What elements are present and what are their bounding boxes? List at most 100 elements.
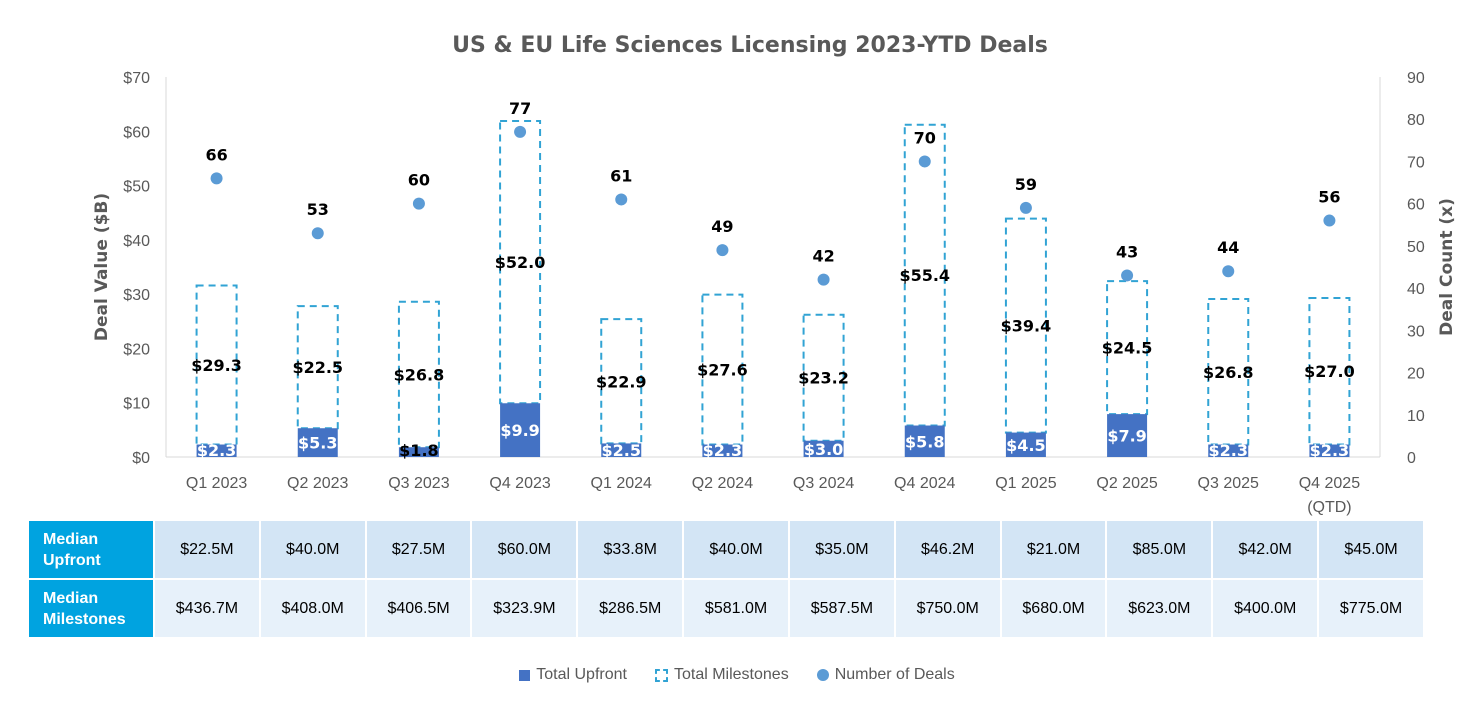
legend-label-milestones: Total Milestones bbox=[673, 666, 789, 683]
table-cell: $750.0M bbox=[895, 580, 1000, 637]
table-cell: $85.0M bbox=[1107, 521, 1212, 578]
deals-data-label: 44 bbox=[1217, 238, 1239, 257]
upfront-bar bbox=[1005, 432, 1046, 457]
table-row-header: Median Milestones bbox=[29, 580, 153, 637]
x-tick-label: Q4 2023 bbox=[489, 475, 550, 492]
y-tick-label: $10 bbox=[123, 396, 150, 413]
table-row-header: Median Upfront bbox=[29, 521, 153, 578]
table-cell: $40.0M bbox=[260, 521, 365, 578]
y-tick-label: $30 bbox=[123, 287, 150, 304]
upfront-bar bbox=[904, 425, 945, 457]
x-tick-label: Q4 2025 bbox=[1299, 475, 1360, 492]
table-cell: $42.0M bbox=[1213, 521, 1318, 578]
y2-tick-label: 10 bbox=[1407, 408, 1425, 425]
deals-dot bbox=[817, 273, 830, 286]
y-axis-title: Deal Value ($B) bbox=[92, 193, 112, 341]
upfront-data-label: $4.5 bbox=[1006, 436, 1045, 455]
x-tick-sublabel: (QTD) bbox=[1307, 499, 1351, 516]
x-tick-label: Q1 2023 bbox=[186, 475, 247, 492]
deals-data-label: 53 bbox=[307, 200, 329, 219]
upfront-data-label: $3.0 bbox=[804, 440, 843, 459]
y-tick-label: $0 bbox=[132, 450, 150, 467]
y2-tick-label: 30 bbox=[1407, 323, 1425, 340]
upfront-data-label: $2.3 bbox=[703, 441, 742, 460]
upfront-data-label: $2.3 bbox=[1310, 441, 1349, 460]
deals-data-label: 60 bbox=[408, 171, 430, 190]
row-header-line: Median bbox=[43, 589, 99, 607]
deals-dot bbox=[311, 227, 324, 240]
deals-dot bbox=[1121, 269, 1134, 282]
deals-dot bbox=[918, 155, 931, 168]
deals-dot bbox=[615, 193, 628, 206]
x-tick-label: Q1 2024 bbox=[591, 475, 652, 492]
milestones-data-label: $55.4 bbox=[899, 266, 950, 285]
upfront-data-label: $1.8 bbox=[399, 441, 438, 460]
median-table: Median Upfront $22.5M $40.0M $27.5M $60.0M $33… bbox=[27, 519, 1425, 639]
x-tick-label: Q3 2023 bbox=[388, 475, 449, 492]
milestones-data-label: $22.5 bbox=[292, 358, 343, 377]
milestones-data-label: $29.3 bbox=[191, 356, 242, 375]
y2-tick-label: 80 bbox=[1407, 112, 1425, 129]
milestones-data-label: $24.5 bbox=[1102, 339, 1153, 358]
y-tick-label: $40 bbox=[123, 233, 150, 250]
upfront-bar bbox=[297, 428, 338, 457]
row-header-line: Median bbox=[43, 530, 99, 548]
deals-dot bbox=[412, 197, 425, 210]
y2-tick-label: 70 bbox=[1407, 154, 1425, 171]
milestones-data-label: $26.8 bbox=[1203, 363, 1254, 382]
table-cell: $45.0M bbox=[1319, 521, 1423, 578]
deals-dot bbox=[514, 125, 527, 138]
table-cell: $22.5M bbox=[155, 521, 259, 578]
milestones-data-label: $27.6 bbox=[697, 361, 748, 380]
x-tick-label: Q2 2025 bbox=[1096, 475, 1157, 492]
upfront-bar bbox=[1208, 444, 1249, 457]
table-cell: $35.0M bbox=[789, 521, 894, 578]
legend-label-upfront: Total Upfront bbox=[536, 666, 627, 683]
table-row: Median Milestones $436.7M $408.0M $406.5M $32… bbox=[29, 580, 1423, 637]
deals-data-label: 49 bbox=[711, 217, 733, 236]
x-tick-label: Q1 2025 bbox=[995, 475, 1056, 492]
deals-data-label: 77 bbox=[509, 99, 531, 118]
milestones-data-label: $22.9 bbox=[596, 372, 647, 391]
table-cell: $27.5M bbox=[366, 521, 471, 578]
milestones-data-label: $26.8 bbox=[394, 365, 445, 384]
upfront-data-label: $5.3 bbox=[298, 434, 337, 453]
upfront-data-label: $7.9 bbox=[1107, 427, 1146, 446]
x-tick-label: Q2 2024 bbox=[692, 475, 753, 492]
deals-data-label: 42 bbox=[812, 247, 834, 266]
deals-dot bbox=[1323, 214, 1336, 227]
y2-tick-label: 0 bbox=[1407, 450, 1416, 467]
upfront-bar bbox=[398, 447, 439, 457]
row-header-line: Milestones bbox=[43, 610, 126, 628]
upfront-data-label: $2.3 bbox=[197, 441, 236, 460]
y2-tick-label: 20 bbox=[1407, 366, 1425, 383]
upfront-data-label: $2.3 bbox=[1209, 441, 1248, 460]
x-tick-label: Q3 2025 bbox=[1198, 475, 1259, 492]
upfront-bar bbox=[601, 443, 642, 457]
row-header-line: Upfront bbox=[43, 551, 101, 569]
deals-data-label: 66 bbox=[205, 145, 227, 164]
table-cell: $406.5M bbox=[366, 580, 471, 637]
table-cell: $33.8M bbox=[578, 521, 683, 578]
upfront-data-label: $9.9 bbox=[500, 421, 539, 440]
table-cell: $408.0M bbox=[260, 580, 365, 637]
y2-tick-label: 50 bbox=[1407, 239, 1425, 256]
legend-item-upfront: Total Upfront bbox=[519, 666, 627, 684]
upfront-bar bbox=[500, 403, 541, 457]
table-cell: $436.7M bbox=[155, 580, 259, 637]
table-cell: $323.9M bbox=[472, 580, 577, 637]
table-row: Median Upfront $22.5M $40.0M $27.5M $60.0M $33… bbox=[29, 521, 1423, 578]
milestones-data-label: $39.4 bbox=[1001, 317, 1052, 336]
table-cell: $21.0M bbox=[1001, 521, 1106, 578]
milestones-data-label: $27.0 bbox=[1304, 362, 1355, 381]
upfront-data-label: $2.5 bbox=[602, 441, 641, 460]
y2-tick-label: 90 bbox=[1407, 70, 1425, 87]
y-tick-label: $50 bbox=[123, 179, 150, 196]
table-cell: $680.0M bbox=[1001, 580, 1106, 637]
legend-label-deals: Number of Deals bbox=[834, 666, 955, 683]
table-cell: $775.0M bbox=[1319, 580, 1423, 637]
table-cell: $587.5M bbox=[789, 580, 894, 637]
table-cell: $286.5M bbox=[578, 580, 683, 637]
upfront-bar bbox=[196, 444, 237, 457]
legend-swatch-upfront bbox=[519, 669, 531, 681]
